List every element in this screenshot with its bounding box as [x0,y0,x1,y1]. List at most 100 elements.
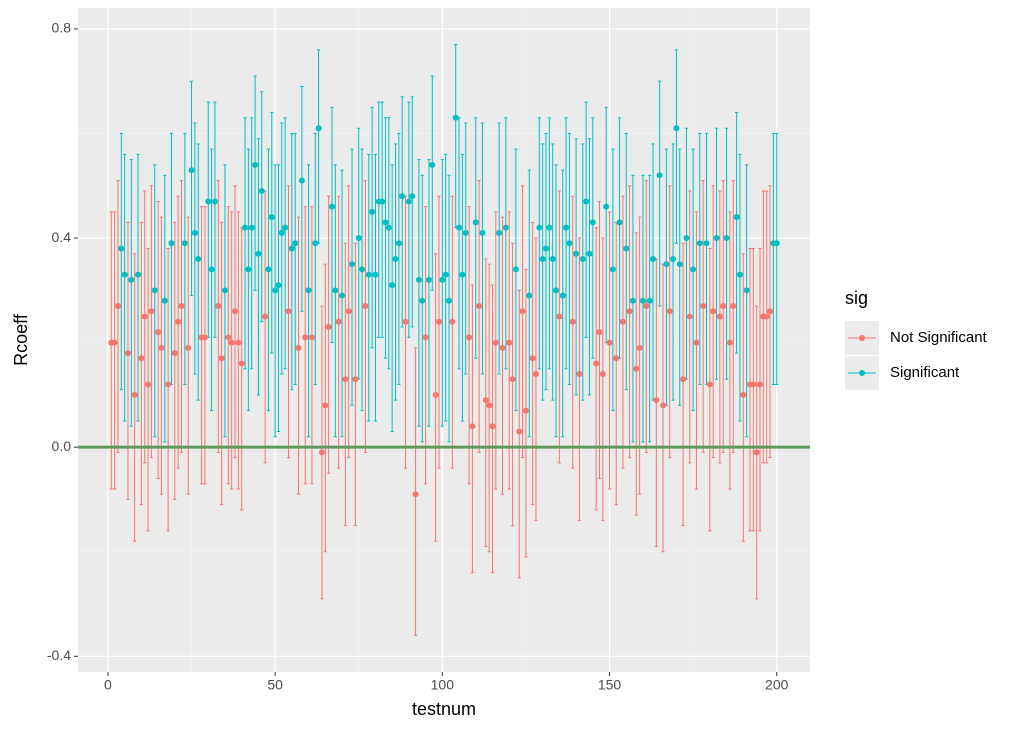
error-bar [587,138,592,396]
error-bar [728,211,732,490]
error-bar [393,143,398,401]
error-bar [139,221,143,506]
point [298,177,305,184]
error-bar [607,211,612,490]
point [135,271,142,278]
error-bar [149,185,154,459]
legend-label: Not Significant [890,329,988,346]
point [566,240,573,247]
error-bar [594,227,598,511]
error-bar [510,242,515,527]
legend-title: sig [845,288,868,308]
error-bar [340,169,344,438]
error-bar [246,148,250,412]
point [549,255,556,262]
error-bar [424,206,428,485]
error-bar [531,221,535,506]
error-bar [136,153,140,422]
error-bar [216,180,220,453]
point [670,255,677,262]
error-bar [577,237,582,521]
error-bar [771,132,775,385]
point [579,255,586,262]
error-bar [688,190,692,464]
point [720,303,727,310]
error-bar [300,85,304,312]
point [593,360,600,367]
point [703,240,710,247]
point [315,125,322,132]
point [168,240,175,247]
error-bar [250,117,254,370]
error-bar [183,132,187,385]
point [449,318,456,325]
point [589,219,596,226]
point [633,365,640,372]
point [399,193,406,200]
point [318,449,325,456]
point [238,360,245,367]
point [422,334,429,341]
point [225,334,232,341]
error-bar [400,96,404,328]
error-bar [273,164,277,438]
point [767,308,774,315]
point [151,287,158,294]
point [539,255,546,262]
point [462,229,469,236]
point [696,240,703,247]
error-bar [520,185,525,459]
point [322,402,329,409]
point [252,161,259,168]
point [111,339,118,346]
point [419,297,426,304]
error-bar [450,195,454,469]
point [205,198,212,205]
point [285,308,292,315]
error-bar [504,117,508,370]
point [178,303,185,310]
error-bar [213,101,217,338]
point [211,198,218,205]
point [175,318,182,325]
point [442,271,449,278]
point [342,376,349,383]
point [138,355,145,362]
error-bar [209,148,214,412]
point [619,318,626,325]
error-bar [561,169,565,438]
error-bar [541,143,545,401]
legend-swatch [859,335,865,341]
error-bar [711,185,715,459]
error-bar [480,122,485,375]
point [616,219,623,226]
point [509,376,516,383]
error-bar [129,159,133,427]
point [295,344,302,351]
error-bar [731,180,735,453]
point [479,229,486,236]
error-bar [514,148,518,412]
point [325,323,332,330]
point [499,344,506,351]
error-bar [327,195,331,474]
point [218,355,225,362]
error-bar [714,127,719,380]
point [278,229,285,236]
point [476,303,483,310]
point [502,224,509,231]
error-bar [387,117,391,370]
point [185,344,192,351]
point [262,313,269,320]
error-bar [310,206,314,485]
error-bar [724,127,729,380]
point [275,282,282,289]
error-bar [691,148,695,412]
point [435,318,442,325]
error-bar [156,200,160,480]
point [489,423,496,430]
error-bar [363,180,368,453]
point [268,214,275,221]
error-bar [634,232,638,516]
